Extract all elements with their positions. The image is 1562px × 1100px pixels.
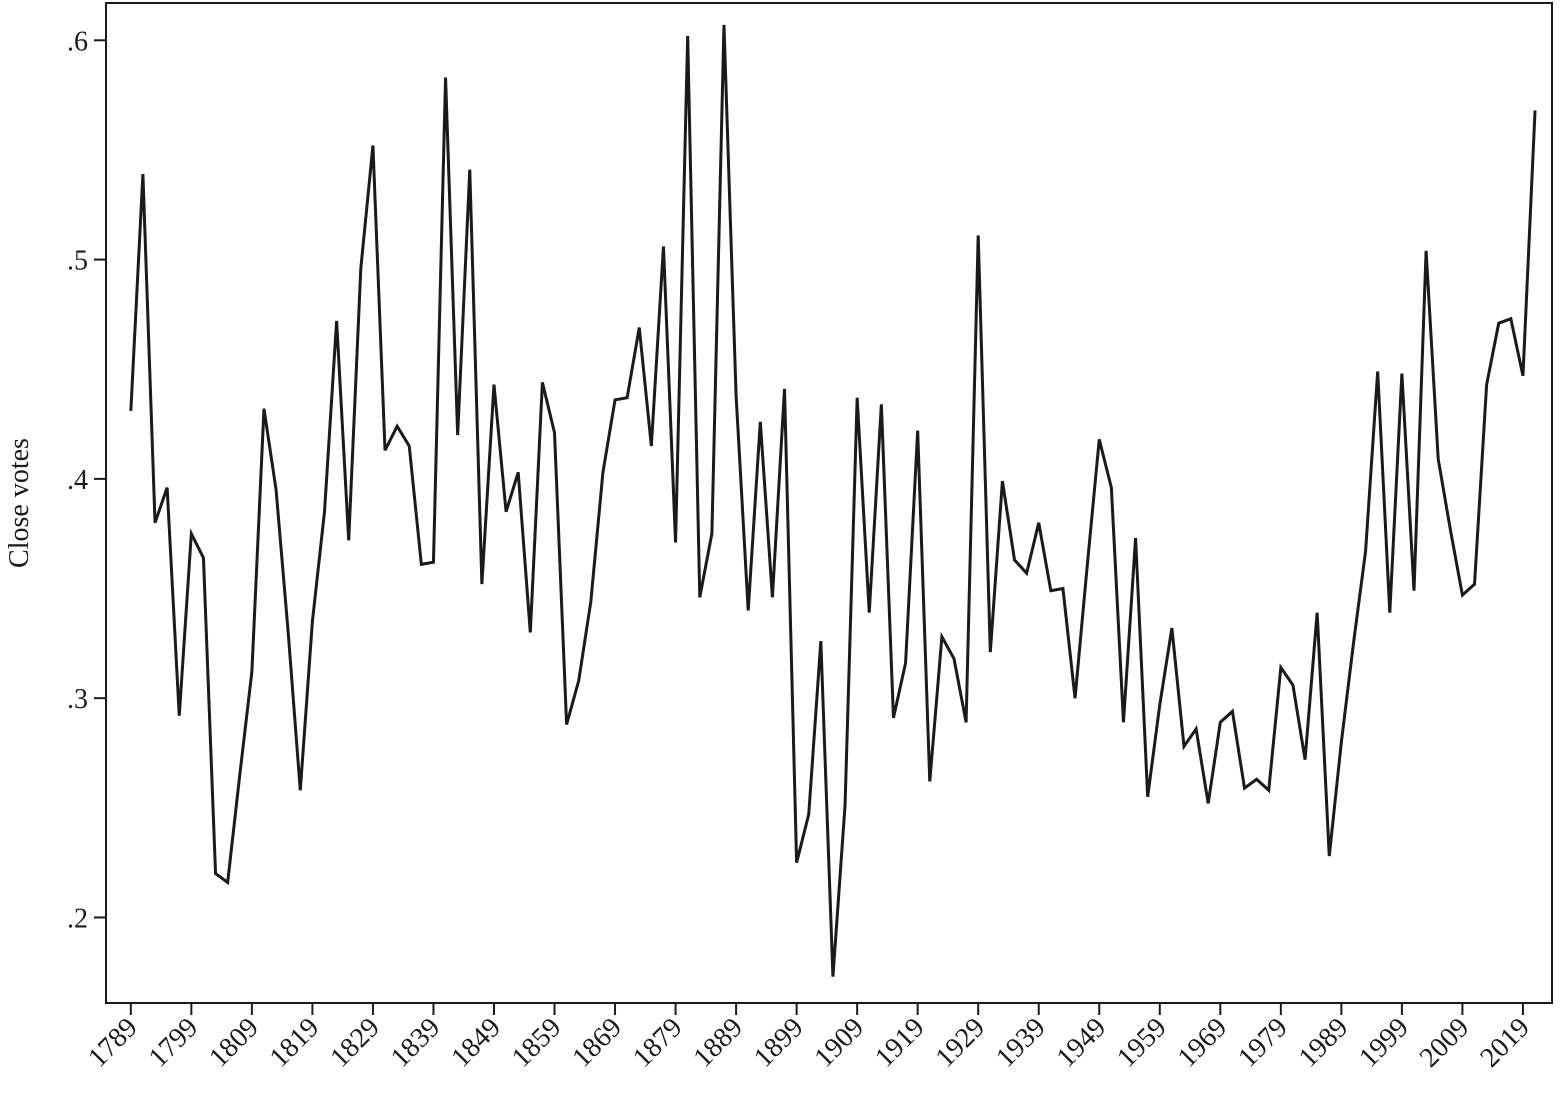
x-tick-label: 1869 (566, 1012, 628, 1074)
x-tick-label: 1809 (203, 1012, 265, 1074)
y-tick-label: .4 (67, 465, 88, 496)
x-tick-label: 1989 (1293, 1012, 1355, 1074)
x-tick-label: 1959 (1111, 1012, 1173, 1074)
x-tick-label: 1969 (1172, 1012, 1234, 1074)
x-tick-label: 1799 (143, 1012, 205, 1074)
y-tick-label: .5 (67, 246, 88, 277)
x-tick-label: 1979 (1232, 1012, 1294, 1074)
y-tick-label: .3 (67, 684, 88, 715)
y-tick-label: .2 (67, 903, 88, 934)
x-tick-label: 1929 (930, 1012, 992, 1074)
x-tick-label: 1889 (688, 1012, 750, 1074)
data-line (129, 24, 1537, 977)
y-axis-label: Close votes (4, 438, 35, 568)
y-tick-label: .6 (67, 26, 88, 57)
x-tick-label: 1879 (627, 1012, 689, 1074)
x-tick-label: 1919 (869, 1012, 931, 1074)
x-tick-label: 1949 (1051, 1012, 1113, 1074)
x-tick-label: 1899 (748, 1012, 810, 1074)
x-tick-label: 2019 (1474, 1012, 1536, 1074)
x-tick-label: 2009 (1414, 1012, 1476, 1074)
x-tick-label: 1829 (324, 1012, 386, 1074)
x-tick-label: 1859 (506, 1012, 568, 1074)
x-tick-label: 1839 (385, 1012, 447, 1074)
x-tick-label: 1849 (445, 1012, 507, 1074)
x-tick-label: 1909 (809, 1012, 871, 1074)
x-tick-label: 1939 (990, 1012, 1052, 1074)
x-tick-label: 1999 (1353, 1012, 1415, 1074)
plot-frame (105, 2, 1553, 1004)
x-tick-label: 1819 (264, 1012, 326, 1074)
x-tick-label: 1789 (82, 1012, 144, 1074)
